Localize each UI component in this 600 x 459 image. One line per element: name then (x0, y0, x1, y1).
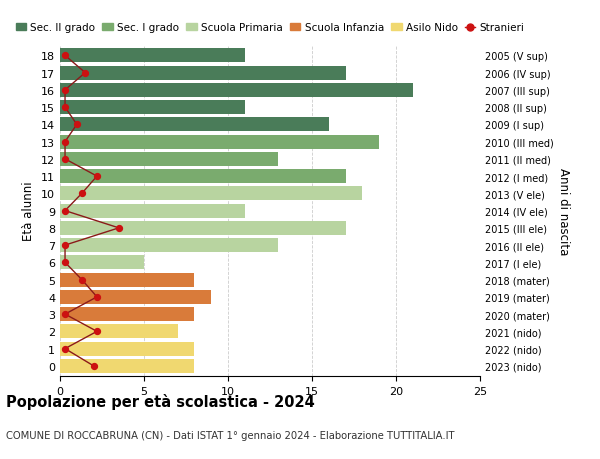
Bar (60, 325, 178, 339)
Bar (60, 118, 329, 132)
Point (60, 156, 70, 163)
Bar (60, 256, 144, 270)
Bar (60, 152, 278, 167)
Bar (60, 170, 346, 184)
Bar (60, 101, 245, 115)
Point (80, 70, 90, 77)
Bar (60, 273, 194, 287)
Bar (60, 135, 379, 149)
Bar (60, 221, 346, 235)
Text: COMUNE DI ROCCABRUNA (CN) - Dati ISTAT 1° gennaio 2024 - Elaborazione TUTTITALIA: COMUNE DI ROCCABRUNA (CN) - Dati ISTAT 1… (6, 431, 455, 440)
Point (92, 328, 102, 335)
Bar (60, 204, 245, 218)
Point (89, 363, 98, 370)
Y-axis label: Anni di nascita: Anni di nascita (557, 168, 570, 255)
Legend: Sec. II grado, Sec. I grado, Scuola Primaria, Scuola Infanzia, Asilo Nido, Stran: Sec. II grado, Sec. I grado, Scuola Prim… (11, 19, 529, 37)
Bar (60, 342, 194, 356)
Point (60, 242, 70, 249)
Point (60, 345, 70, 353)
Point (77, 190, 86, 197)
Point (92, 294, 102, 301)
Bar (60, 84, 413, 98)
Text: Popolazione per età scolastica - 2024: Popolazione per età scolastica - 2024 (6, 393, 315, 409)
Bar (60, 239, 278, 252)
Bar (60, 67, 346, 80)
Point (60, 259, 70, 266)
Bar (60, 308, 194, 321)
Point (60, 104, 70, 112)
Point (92, 173, 102, 180)
Point (60, 207, 70, 215)
Point (60, 52, 70, 60)
Point (114, 225, 124, 232)
Point (60, 87, 70, 95)
Bar (60, 49, 245, 63)
Bar (60, 359, 194, 373)
Bar (60, 187, 362, 201)
Point (72, 121, 82, 129)
Y-axis label: Età alunni: Età alunni (22, 181, 35, 241)
Point (77, 276, 86, 284)
Point (60, 311, 70, 318)
Point (60, 139, 70, 146)
Bar (60, 290, 211, 304)
